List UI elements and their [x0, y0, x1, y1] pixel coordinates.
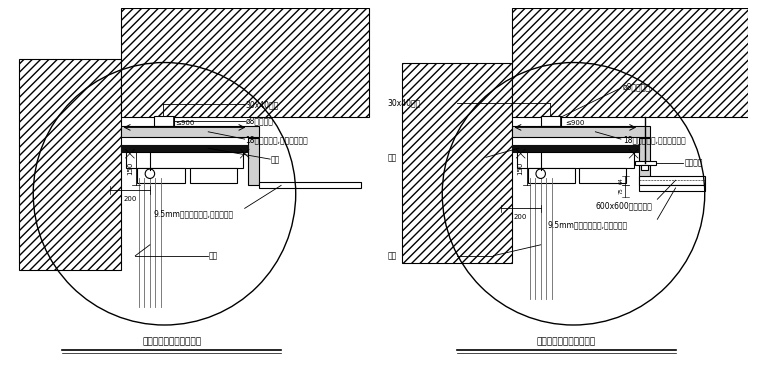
Text: 75: 75 — [619, 187, 623, 194]
Text: 150: 150 — [518, 162, 524, 175]
Bar — [154, 116, 173, 126]
Text: ø8镀锌吊杆: ø8镀锌吊杆 — [245, 116, 274, 125]
Text: 18厚细木工板,刷刷防火处理: 18厚细木工板,刷刷防火处理 — [245, 135, 308, 144]
Bar — [121, 8, 369, 117]
Text: 矿棉板吊顶窗帘盒剖面图: 矿棉板吊顶窗帘盒剖面图 — [537, 337, 596, 346]
Bar — [517, 152, 634, 168]
Bar — [190, 167, 237, 183]
Text: 18厚细木工板,刷刷防火处理: 18厚细木工板,刷刷防火处理 — [622, 135, 686, 144]
Bar — [137, 167, 185, 183]
Text: 200: 200 — [123, 196, 137, 201]
Bar — [249, 138, 259, 185]
Text: 200: 200 — [514, 214, 527, 220]
Text: ≤900: ≤900 — [175, 120, 195, 125]
Text: 窗帘: 窗帘 — [388, 251, 397, 260]
Bar — [19, 59, 121, 270]
Text: 30x40木方: 30x40木方 — [388, 98, 421, 107]
Text: 9.5mm厚石膏板吊顶,白色乳胶漆: 9.5mm厚石膏板吊顶,白色乳胶漆 — [154, 209, 233, 218]
Bar — [579, 167, 626, 183]
Text: 轻钢龙骨: 轻钢龙骨 — [685, 159, 703, 168]
Text: ≤900: ≤900 — [565, 120, 585, 125]
Text: 150: 150 — [127, 162, 133, 175]
Text: 600x600矿棉吸音板: 600x600矿棉吸音板 — [595, 201, 652, 210]
Bar — [511, 8, 749, 117]
Text: 滑道: 滑道 — [388, 154, 397, 163]
Text: 滑道: 滑道 — [271, 155, 280, 164]
Bar — [540, 116, 561, 126]
Bar — [511, 126, 650, 137]
Bar — [639, 176, 705, 185]
Text: 石膏板吊顶窗帘盒剖面图: 石膏板吊顶窗帘盒剖面图 — [142, 337, 201, 346]
Bar — [639, 138, 650, 185]
Text: 30x40木方: 30x40木方 — [245, 100, 279, 109]
Text: ø8镀锌吊杆: ø8镀锌吊杆 — [622, 83, 651, 92]
Bar — [639, 185, 705, 191]
Bar — [126, 152, 243, 168]
Text: 窗帘: 窗帘 — [209, 251, 218, 260]
Bar — [121, 145, 249, 152]
Bar — [511, 145, 639, 152]
Bar — [635, 161, 656, 165]
Bar — [641, 165, 648, 170]
Bar — [528, 167, 575, 183]
Bar — [402, 63, 511, 263]
Text: 64: 64 — [619, 177, 623, 183]
Bar — [259, 182, 361, 188]
Text: 9.5mm厚石膏板吊顶,白色乳胶漆: 9.5mm厚石膏板吊顶,白色乳胶漆 — [548, 220, 628, 229]
Bar — [121, 126, 259, 137]
